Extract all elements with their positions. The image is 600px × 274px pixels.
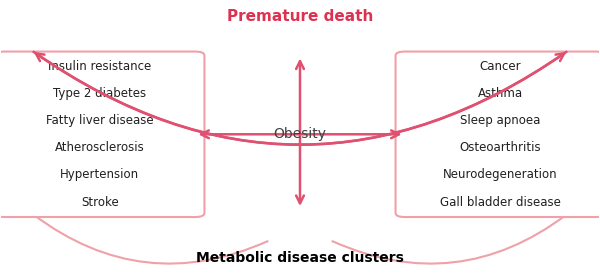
Text: Premature death: Premature death [227, 9, 373, 24]
FancyBboxPatch shape [0, 52, 205, 217]
FancyArrowPatch shape [34, 215, 268, 264]
FancyBboxPatch shape [395, 52, 600, 217]
Text: Atherosclerosis: Atherosclerosis [55, 141, 145, 154]
Text: Asthma: Asthma [478, 87, 523, 100]
Text: Stroke: Stroke [81, 196, 119, 209]
Text: Metabolic disease clusters: Metabolic disease clusters [196, 251, 404, 265]
Text: Obesity: Obesity [274, 127, 326, 141]
Text: Fatty liver disease: Fatty liver disease [46, 114, 154, 127]
Text: Insulin resistance: Insulin resistance [49, 60, 152, 73]
Text: Gall bladder disease: Gall bladder disease [440, 196, 560, 209]
Text: Neurodegeneration: Neurodegeneration [443, 169, 557, 181]
Text: Osteoarthritis: Osteoarthritis [459, 141, 541, 154]
Text: Sleep apnoea: Sleep apnoea [460, 114, 540, 127]
Text: Type 2 diabetes: Type 2 diabetes [53, 87, 146, 100]
Text: Cancer: Cancer [479, 60, 521, 73]
Text: Hypertension: Hypertension [61, 169, 139, 181]
FancyArrowPatch shape [332, 215, 566, 264]
